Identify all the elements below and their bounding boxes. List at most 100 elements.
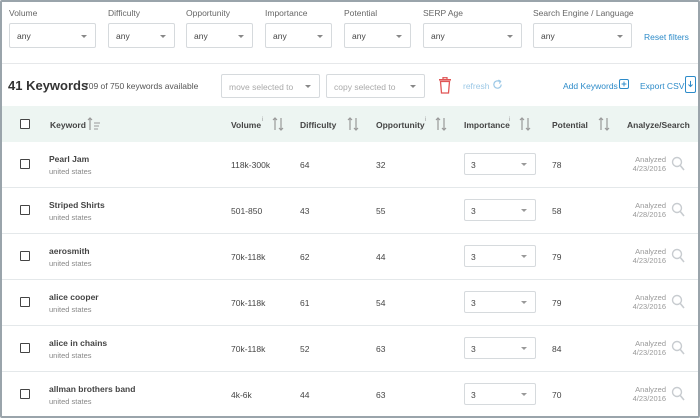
search-icon[interactable]	[671, 202, 685, 218]
chevron-down-icon	[317, 35, 323, 38]
sort-icon[interactable]	[271, 116, 285, 132]
keyword-location: united states	[49, 213, 92, 222]
row-checkbox[interactable]	[20, 159, 30, 169]
chevron-down-icon	[396, 35, 402, 38]
refresh-icon[interactable]	[492, 79, 503, 90]
table-row[interactable]: aerosmith united states 70k-118k 62 44 3…	[2, 234, 698, 280]
potential-value: 79	[552, 252, 562, 262]
opportunity-value: 54	[376, 298, 386, 308]
sort-icon[interactable]	[518, 116, 532, 132]
search-icon[interactable]	[671, 156, 685, 172]
reset-filters-link[interactable]: Reset filters	[644, 32, 689, 42]
difficulty-value: 43	[300, 206, 310, 216]
chevron-down-icon	[521, 255, 527, 258]
analyzed-label: Analyzed	[635, 293, 666, 302]
copy-selected-select[interactable]: copy selected to	[326, 74, 425, 98]
trash-icon[interactable]	[438, 77, 452, 94]
search-icon[interactable]	[671, 248, 685, 264]
keyword-location: united states	[49, 167, 92, 176]
column-potential[interactable]: Potential	[552, 120, 588, 130]
filter-value: any	[273, 31, 287, 41]
sort-icon[interactable]	[346, 116, 360, 132]
keyword-name[interactable]: allman brothers band	[49, 384, 136, 394]
row-checkbox[interactable]	[20, 251, 30, 261]
chevron-down-icon	[521, 347, 527, 350]
table-row[interactable]: allman brothers band united states 4k-6k…	[2, 372, 698, 416]
row-checkbox[interactable]	[20, 297, 30, 307]
column-difficulty[interactable]: Difficulty	[300, 120, 337, 130]
filter-volume: Volume any	[9, 8, 96, 48]
filter-value: any	[431, 31, 445, 41]
refresh-link[interactable]: refresh	[463, 81, 490, 91]
importance-select[interactable]: 3	[464, 383, 536, 405]
keyword-location: united states	[49, 305, 92, 314]
info-icon[interactable]: i	[425, 117, 427, 123]
export-csv-link[interactable]: Export CSV	[640, 81, 685, 91]
info-icon[interactable]: i	[262, 117, 264, 123]
chevron-down-icon	[521, 301, 527, 304]
chevron-down-icon	[507, 35, 513, 38]
analyzed-date: 4/23/2016	[632, 256, 666, 265]
table-row[interactable]: alice in chains united states 70k-118k 5…	[2, 326, 698, 372]
importance-select[interactable]: 3	[464, 337, 536, 359]
sort-icon[interactable]	[87, 116, 101, 132]
add-keywords-link[interactable]: Add Keywords	[563, 81, 618, 91]
keyword-location: united states	[49, 259, 92, 268]
filter-potential-select[interactable]: any	[344, 23, 411, 48]
importance-value: 3	[471, 344, 476, 354]
filter-label: Search Engine / Language	[533, 8, 634, 18]
filter-difficulty-select[interactable]: any	[108, 23, 175, 48]
table-row[interactable]: alice cooper united states 70k-118k 61 5…	[2, 280, 698, 326]
row-checkbox[interactable]	[20, 205, 30, 215]
column-volume[interactable]: Volume	[231, 120, 262, 130]
keyword-name[interactable]: aerosmith	[49, 246, 90, 256]
filter-serp-age-select[interactable]: any	[423, 23, 522, 48]
analyzed-label: Analyzed	[635, 247, 666, 256]
chevron-down-icon	[305, 85, 311, 88]
chevron-down-icon	[521, 393, 527, 396]
importance-select[interactable]: 3	[464, 245, 536, 267]
filter-importance-select[interactable]: any	[265, 23, 332, 48]
sort-icon[interactable]	[434, 116, 448, 132]
keyword-name[interactable]: alice in chains	[49, 338, 108, 348]
table-row[interactable]: Pearl Jam united states 118k-300k 64 32 …	[2, 142, 698, 188]
importance-select[interactable]: 3	[464, 199, 536, 221]
search-icon[interactable]	[671, 386, 685, 402]
filter-value: any	[194, 31, 208, 41]
filter-bar: Volume any Difficulty any Opportunity an…	[2, 2, 698, 62]
keyword-location: united states	[49, 351, 92, 360]
analyzed-label: Analyzed	[635, 385, 666, 394]
importance-value: 3	[471, 390, 476, 400]
info-icon[interactable]: i	[509, 117, 511, 123]
filter-volume-select[interactable]: any	[9, 23, 96, 48]
row-checkbox[interactable]	[20, 389, 30, 399]
opportunity-value: 63	[376, 344, 386, 354]
table-row[interactable]: Striped Shirts united states 501-850 43 …	[2, 188, 698, 234]
filter-search-engine-select[interactable]: any	[533, 23, 632, 48]
toolbar: 41 Keywords 709 of 750 keywords availabl…	[2, 64, 698, 106]
move-selected-select[interactable]: move selected to	[221, 74, 320, 98]
keyword-name[interactable]: Striped Shirts	[49, 200, 105, 210]
opportunity-value: 44	[376, 252, 386, 262]
sort-icon[interactable]	[597, 116, 611, 132]
keyword-name[interactable]: alice cooper	[49, 292, 99, 302]
analyzed-status: Analyzed 4/23/2016	[612, 155, 666, 173]
column-importance[interactable]: Importance	[464, 120, 510, 130]
potential-value: 79	[552, 298, 562, 308]
importance-select[interactable]: 3	[464, 291, 536, 313]
keyword-name[interactable]: Pearl Jam	[49, 154, 90, 164]
analyzed-date: 4/23/2016	[632, 348, 666, 357]
download-icon[interactable]	[685, 76, 696, 93]
select-all-checkbox[interactable]	[20, 119, 30, 129]
row-checkbox[interactable]	[20, 343, 30, 353]
plus-icon[interactable]	[619, 79, 629, 89]
filter-opportunity-select[interactable]: any	[186, 23, 253, 48]
copy-selected-label: copy selected to	[334, 82, 396, 92]
column-keyword[interactable]: Keyword	[50, 120, 86, 130]
search-icon[interactable]	[671, 340, 685, 356]
importance-select[interactable]: 3	[464, 153, 536, 175]
search-icon[interactable]	[671, 294, 685, 310]
filter-value: any	[116, 31, 130, 41]
column-opportunity[interactable]: Opportunity	[376, 120, 425, 130]
importance-value: 3	[471, 160, 476, 170]
